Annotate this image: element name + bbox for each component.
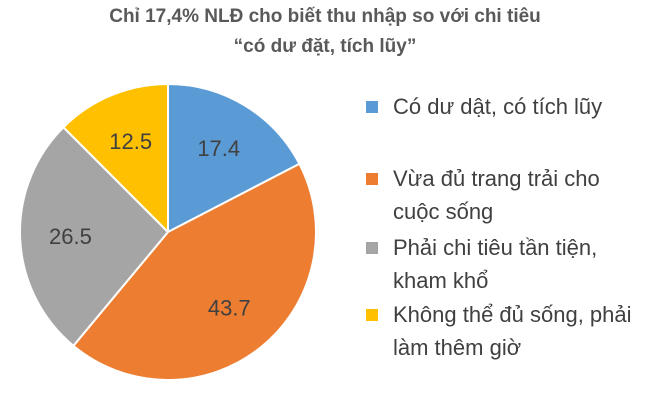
legend-label: Không thể đủ sống, phải làm thêm giờ — [393, 302, 632, 360]
pie-data-label-2: 43.7 — [208, 296, 251, 321]
pie-data-label-4: 12.5 — [109, 129, 152, 154]
pie-slice-1 — [167, 83, 301, 233]
legend-swatch — [366, 309, 378, 321]
pie-slice-2 — [72, 162, 317, 381]
pie-data-label-1: 17.4 — [197, 136, 240, 161]
pie-slice-3 — [19, 126, 169, 347]
chart-title-line-1: Chỉ 17,4% NLĐ cho biết thu nhập so với c… — [109, 6, 541, 27]
chart-title: Chỉ 17,4% NLĐ cho biết thu nhập so với c… — [0, 2, 650, 62]
legend-swatch — [366, 173, 378, 185]
legend-swatch — [366, 101, 378, 113]
chart-title-line-2: “có dư đặt, tích lũy” — [233, 36, 417, 57]
pie-slices — [19, 83, 317, 381]
legend-label: Có dư dật, có tích lũy — [393, 94, 603, 119]
legend-swatch — [366, 242, 378, 254]
pie-slice-4 — [62, 83, 169, 233]
pie-data-label-3: 26.5 — [49, 224, 92, 249]
legend-label: Vừa đủ trang trải cho cuộc sống — [393, 166, 600, 224]
pie-data-labels: 17.4 43.7 26.5 12.5 — [49, 129, 251, 320]
legend-label: Phải chi tiêu tần tiện, kham khổ — [393, 235, 598, 293]
